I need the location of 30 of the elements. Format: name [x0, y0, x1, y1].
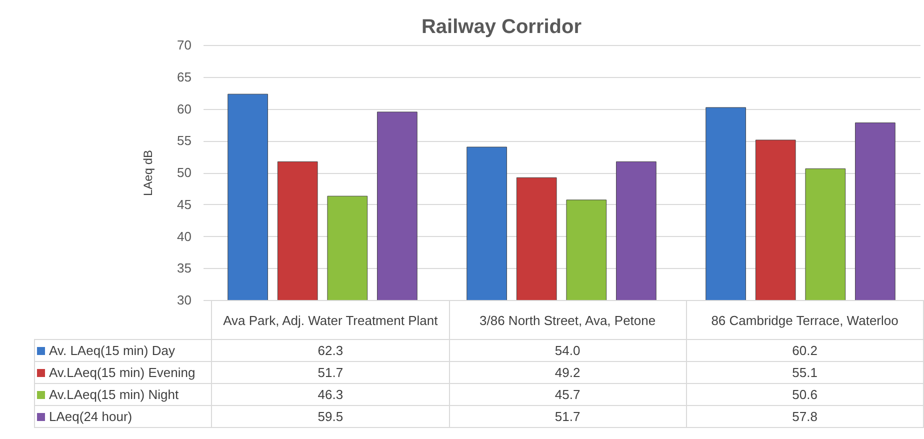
- chart-title: Railway Corridor: [421, 16, 582, 38]
- legend-label: LAeq(24 hour): [34, 406, 212, 428]
- x-tick-label: 3/86 North Street, Ava, Petone: [449, 300, 686, 340]
- data-label: 59.5: [212, 406, 450, 428]
- y-tick-label: 35: [177, 260, 192, 276]
- y-tick-label: 70: [177, 38, 192, 52]
- data-label: 51.7: [449, 406, 686, 428]
- y-tick-label: 60: [177, 101, 192, 116]
- y-tick-label: 65: [177, 69, 192, 84]
- y-tick-label: 45: [177, 196, 192, 212]
- data-label: 46.3: [212, 384, 450, 406]
- y-tick-label: 40: [177, 228, 192, 244]
- legend-label: Av.LAeq(15 min) Evening: [34, 362, 212, 384]
- data-label: 54.0: [449, 340, 686, 362]
- y-tick-label: 30: [177, 292, 192, 308]
- data-label: 55.1: [686, 362, 924, 384]
- x-tick-label: 86 Cambridge Terrace, Waterloo: [686, 300, 924, 340]
- x-tick-label: Ava Park, Adj. Water Treatment Plant: [212, 300, 450, 340]
- data-label: 50.6: [686, 384, 924, 406]
- data-label: 51.7: [212, 362, 450, 384]
- data-label: 49.2: [449, 362, 686, 384]
- y-tick-label: 55: [177, 133, 192, 148]
- data-label: 45.7: [449, 384, 686, 406]
- legend-label: Av.LAeq(15 min) Night: [34, 384, 212, 406]
- data-label: 60.2: [686, 340, 924, 362]
- data-label: 57.8: [686, 406, 924, 428]
- data-label: 62.3: [212, 340, 450, 362]
- legend-label: Av. LAeq(15 min) Day: [34, 340, 212, 362]
- y-tick-label: 50: [177, 165, 192, 180]
- y-axis-title: LAeq dB: [141, 150, 156, 196]
